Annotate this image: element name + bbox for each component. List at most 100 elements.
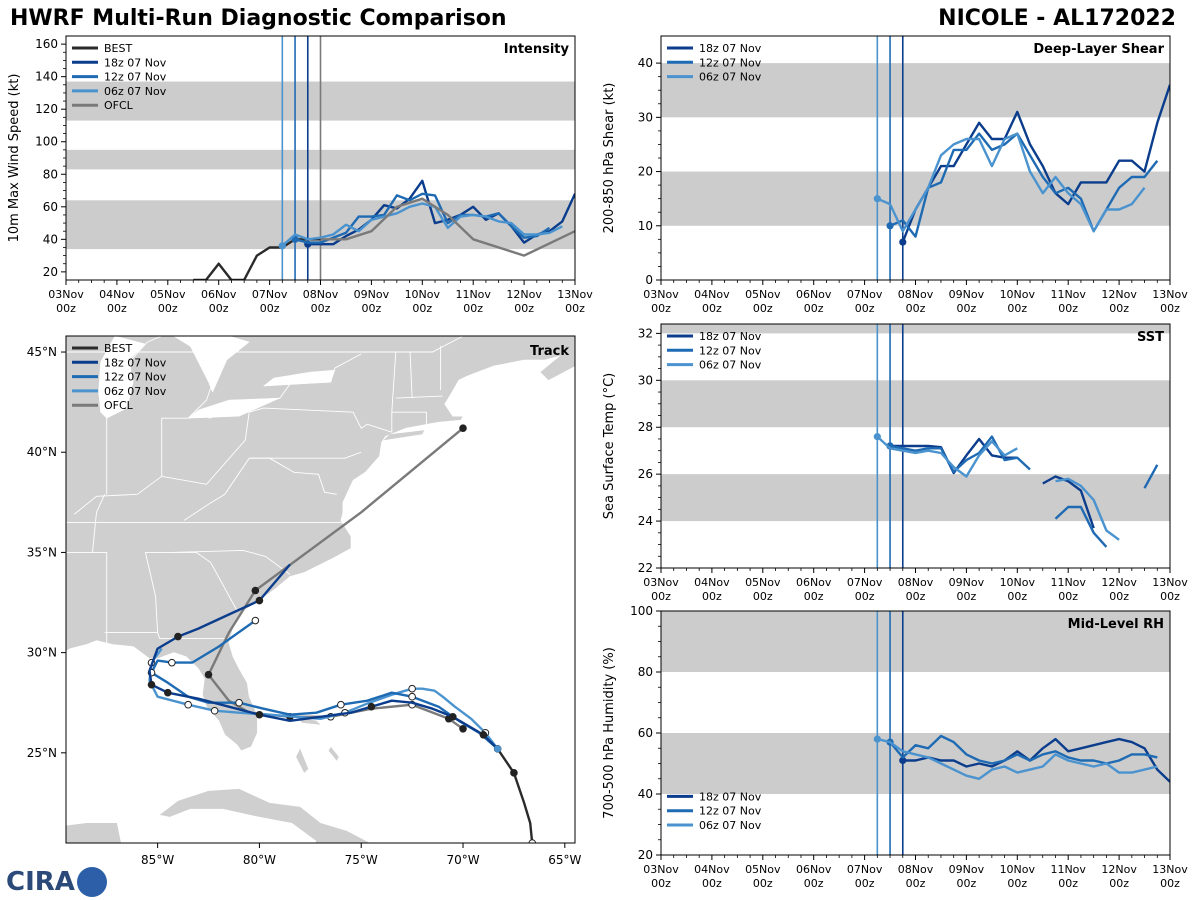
x-tick-label: 03Nov <box>643 576 679 589</box>
series-line-run06 <box>281 202 563 247</box>
axes-frame <box>65 335 576 844</box>
series-line-run18 <box>307 179 575 246</box>
x-tick-label: 00z <box>957 877 977 890</box>
track-point-run12 <box>235 698 243 707</box>
x-tick-label: 00z <box>651 302 671 315</box>
x-tick-label: 00z <box>1058 877 1078 890</box>
lake-erie <box>187 397 280 419</box>
state-border <box>161 417 189 477</box>
x-tick-label: 10Nov <box>1000 288 1036 301</box>
state-border <box>196 552 238 611</box>
track-init-point <box>494 745 502 753</box>
x-tick-label: 08Nov <box>898 576 934 589</box>
band-0 <box>661 474 1170 522</box>
series-line-ofcl <box>320 197 575 257</box>
track-point-run12 <box>408 692 416 701</box>
x-tick-label: 07Nov <box>847 288 883 301</box>
y-tick-label: 20 <box>638 165 653 179</box>
track-point-ofcl <box>459 724 467 733</box>
init-point-run06 <box>873 433 881 441</box>
y-tick-label: 40 <box>43 232 58 246</box>
series-line-run06 <box>1055 477 1120 541</box>
y-tick-label: 10 <box>638 219 653 233</box>
x-tick-label: 00z <box>906 590 926 603</box>
state-border <box>395 395 443 399</box>
x-tick-label: 11Nov <box>1050 288 1086 301</box>
x-tick-label: 00z <box>1160 302 1180 315</box>
x-tick-label: 10Nov <box>405 288 441 301</box>
y-tick-label: 28 <box>638 420 653 434</box>
series-line-run12 <box>889 734 1158 765</box>
x-tick-label: 00z <box>514 302 534 315</box>
x-tick-label: 04Nov <box>99 288 135 301</box>
legend-label-run12: 12z 07 Nov <box>699 805 762 818</box>
track-point-run18 <box>479 730 488 739</box>
y-axis-label: 10m Max Wind Speed (kt) <box>7 74 22 243</box>
track-point-run18 <box>147 680 156 689</box>
x-tick-label: 00z <box>702 302 722 315</box>
x-tick-label: 13Nov <box>1152 863 1188 876</box>
x-tick-label: 00z <box>651 590 671 603</box>
x-tick-label: 06Nov <box>796 288 832 301</box>
x-tick-label: 80°W <box>243 853 276 867</box>
x-tick-label: 08Nov <box>303 288 339 301</box>
x-tick-label: 09Nov <box>354 288 390 301</box>
legend-label-best: BEST <box>104 42 132 55</box>
cira-logo-text: CIRA <box>6 867 75 897</box>
track-point-ofcl <box>251 586 260 595</box>
legend-label-ofcl: OFCL <box>104 99 134 112</box>
init-point-run18 <box>899 238 907 246</box>
band-1 <box>661 63 1170 118</box>
x-tick-label: 00z <box>209 302 229 315</box>
series-line-run18 <box>890 437 1018 475</box>
x-tick-label: 12Nov <box>1101 288 1137 301</box>
x-tick-label: 00z <box>1109 877 1129 890</box>
x-tick-label: 00z <box>107 302 127 315</box>
legend-label-run06: 06z 07 Nov <box>699 71 762 84</box>
y-tick-label: 60 <box>43 200 58 214</box>
track-point-run06 <box>184 700 192 709</box>
x-tick-label: 00z <box>1058 590 1078 603</box>
legend-label-run18: 18z 07 Nov <box>699 330 762 343</box>
x-tick-label: 13Nov <box>1152 576 1188 589</box>
init-point-run06 <box>278 242 286 250</box>
legend-label-best: BEST <box>104 342 132 355</box>
x-tick-label: 00z <box>412 302 432 315</box>
track-point-ofcl <box>459 424 467 432</box>
track-point-run06 <box>408 684 416 693</box>
y-tick-label: 60 <box>638 726 653 740</box>
chart-rh: 2040608010003Nov00z04Nov00z05Nov00z06Nov… <box>602 604 1188 890</box>
x-tick-label: 00z <box>1007 302 1027 315</box>
land-cuba <box>159 788 370 843</box>
x-tick-label: 06Nov <box>796 863 832 876</box>
x-tick-label: 00z <box>855 877 875 890</box>
init-point-run18 <box>899 756 907 765</box>
land-bahamas <box>328 746 339 761</box>
x-tick-label: 00z <box>311 302 331 315</box>
chart-sst: 22242628303203Nov00z04Nov00z05Nov00z06No… <box>602 323 1188 603</box>
legend-label-run06: 06z 07 Nov <box>699 359 762 372</box>
init-point-run12 <box>886 222 894 230</box>
state-border <box>171 549 291 575</box>
x-tick-label: 03Nov <box>48 288 84 301</box>
y-tick-label: 100 <box>35 135 58 149</box>
series-line-run18 <box>1042 475 1095 529</box>
land-bahamas <box>296 748 309 773</box>
y-tick-label: 20 <box>638 848 653 862</box>
track-point-best <box>510 769 518 777</box>
legend-label-ofcl: OFCL <box>104 399 134 412</box>
x-tick-label: 04Nov <box>694 863 730 876</box>
x-tick-label: 00z <box>855 590 875 603</box>
series-line-run06 <box>876 435 1018 478</box>
track-point-run06 <box>210 706 219 715</box>
y-tick-label: 22 <box>638 561 653 575</box>
x-tick-label: 00z <box>855 302 875 315</box>
y-tick-label: 30 <box>638 110 653 124</box>
x-tick-label: 08Nov <box>898 863 934 876</box>
x-tick-label: 00z <box>362 302 382 315</box>
track-point-run18 <box>174 632 182 641</box>
